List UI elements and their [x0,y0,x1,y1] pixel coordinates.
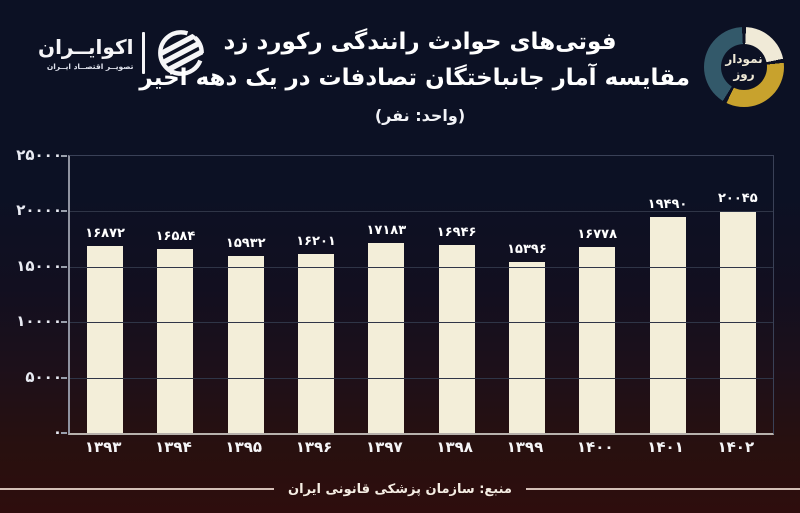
brand-text: اکوایــران تصویــر اقتصــاد ایــران [38,36,133,71]
brand-divider [142,32,146,74]
bar [508,262,545,433]
footer: منبع: سازمان پزشکی قانونی ایران [0,479,800,499]
brand-name: اکوایــران [38,34,134,59]
y-tick-mark [61,265,67,268]
x-tick-label: ۱۳۹۷ [366,438,403,456]
chart-of-day-badge: نمودار روز [704,27,784,107]
y-tick-mark [61,432,67,434]
bar [298,253,335,433]
footer-divider-left [0,488,275,490]
bar [579,247,616,433]
bar [368,242,405,433]
x-tick-label: ۱۳۹۸ [436,438,473,456]
gridline [70,322,773,324]
x-tick-label: ۱۴۰۰ [576,438,614,456]
x-tick-label: ۱۴۰۱ [647,438,684,456]
y-tick-mark [61,210,67,213]
badge-label-line1: نمودار [725,52,763,66]
bar [649,217,686,433]
y-tick-mark [61,155,67,157]
bar-group: ۱۶۷۷۸ [562,156,632,433]
bar-group: ۱۹۴۹۰ [632,156,702,433]
bar-value-label: ۱۶۹۴۶ [436,225,477,241]
gridline [70,266,773,268]
brand-logo: اکوایــران تصویــر اقتصــاد ایــران [38,25,208,81]
bar [227,256,264,433]
bar-value-label: ۱۷۱۸۳ [366,222,407,238]
bar [157,249,194,433]
y-tick-label: ۱۵۰۰۰ [16,256,62,275]
y-axis: ۲۵۰۰۰ ۲۰۰۰۰ ۱۵۰۰۰ ۱۰۰۰۰ ۵۰۰۰ ۰ [0,146,62,441]
bar [719,210,756,433]
y-tick-mark [61,321,67,324]
x-tick-label: ۱۳۹۶ [295,438,333,456]
bar-group: ۱۶۲۰۱ [281,156,351,433]
x-tick-label: ۱۴۰۲ [717,438,755,456]
bar-group: ۱۵۹۳۲ [211,156,281,433]
y-tick-label: ۲۰۰۰۰ [16,201,62,220]
x-tick-label: ۱۳۹۹ [506,438,544,456]
bar [438,245,475,433]
bar-value-label: ۱۶۲۰۱ [296,233,336,249]
unit-label: (واحد: نفر) [374,106,466,125]
bar-value-label: ۱۶۵۸۴ [155,229,196,245]
bar-group: ۱۷۱۸۳ [351,156,421,433]
bar-value-label: ۱۵۹۳۲ [225,236,266,252]
x-tick-label: ۱۳۹۴ [155,438,192,456]
bar-group: ۱۶۸۷۲ [70,156,140,433]
badge-label-line2: روز [733,67,755,81]
plot-area: ۱۶۸۷۲ ۱۶۵۸۴ ۱۵۹۳۲ ۱۶۲۰۱ ۱۷۱۸۳ ۱۶۹۴۶ ۱۵۳۹۶ ۱۶۷۷۸… [61,155,774,435]
chart-title: فوتی‌های حوادث رانندگی رکورد زد [223,29,617,55]
bar-group: ۱۶۹۴۶ [421,156,491,433]
x-tick-label: ۱۳۹۳ [84,438,122,456]
footer-divider-right [525,488,800,490]
bar-value-label: ۱۵۳۹۶ [507,242,547,258]
x-tick-label: ۱۳۹۵ [225,438,263,456]
brand-tagline: تصویــر اقتصــاد ایــران [46,61,134,71]
y-tick-label: ۵۰۰۰ [25,367,62,386]
y-tick-label: ۱۰۰۰۰ [16,312,62,331]
gridline [70,211,773,213]
bar [87,246,124,433]
bar-value-label: ۱۹۴۹۰ [647,197,688,213]
y-tick-mark [61,376,67,379]
badge-label: نمودار روز [704,27,784,107]
bar-value-label: ۱۶۸۷۲ [85,226,125,242]
badge-hole [721,44,767,90]
gridline [70,377,773,379]
y-tick-label: ۲۵۰۰۰ [16,146,62,164]
y-tick-label: ۰ [52,423,62,441]
bar-value-label: ۲۰۰۴۵ [717,190,758,206]
ecoiran-globe-icon [155,30,208,76]
bar-group: ۱۶۵۸۴ [140,156,210,433]
bar-group: ۱۵۳۹۶ [492,156,562,433]
chart-header: فوتی‌های حوادث رانندگی رکورد زد مقایسه آ… [139,24,690,125]
bars-container: ۱۶۸۷۲ ۱۶۵۸۴ ۱۵۹۳۲ ۱۶۲۰۱ ۱۷۱۸۳ ۱۶۹۴۶ ۱۵۳۹۶ ۱۶۷۷۸… [70,156,773,433]
chart-subtitle: مقایسه آمار جانباختگان تصادفات در یک دهه… [139,65,690,91]
bar-group: ۲۰۰۴۵ [703,156,773,433]
x-axis: ۱۳۹۳ ۱۳۹۴ ۱۳۹۵ ۱۳۹۶ ۱۳۹۷ ۱۳۹۸ ۱۳۹۹ ۱۴۰۰ ۱۴۰۱ ۱۴۰۲ [68,438,771,456]
source-label: منبع: سازمان پزشکی قانونی ایران [288,481,512,497]
bar-value-label: ۱۶۷۷۸ [577,227,618,243]
